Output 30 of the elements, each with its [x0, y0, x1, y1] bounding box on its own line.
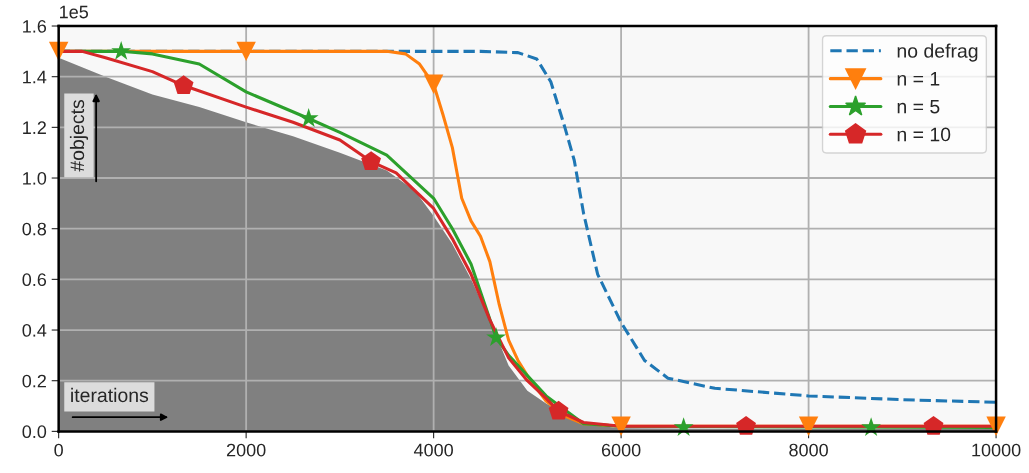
- point: [236, 41, 256, 62]
- point: [423, 74, 444, 95]
- y-tick-label: 1.6: [23, 19, 47, 33]
- point: [548, 400, 569, 420]
- y-tick-label: 0.8: [22, 222, 47, 236]
- y-tick-label: 0.0: [22, 425, 47, 439]
- y-tick-label: 0.4: [22, 323, 47, 337]
- x-tick-label: 10000: [972, 443, 1021, 457]
- y-tick-label: 1.0: [23, 171, 47, 185]
- legend-label: n = 10: [897, 127, 951, 142]
- y-tick-label: 1.2: [23, 121, 46, 134]
- legend-label: n = 5: [897, 99, 940, 114]
- x-tick-label: 4000: [413, 443, 453, 457]
- x-tick-label: 6000: [601, 443, 641, 457]
- point: [361, 151, 381, 170]
- legend-label: n = 1: [897, 72, 940, 86]
- y-tick-label: 1.4: [23, 70, 47, 84]
- legend-label: no defrag: [897, 43, 978, 62]
- y-tick-label: 0.6: [22, 273, 47, 287]
- text: 1e5: [60, 5, 89, 19]
- y-tick-label: 0.2: [22, 374, 46, 388]
- y-axis-title: #objects: [69, 99, 89, 172]
- x-tick-label: 0: [54, 443, 63, 457]
- x-axis-title: iterations: [71, 387, 149, 403]
- point: [298, 108, 319, 127]
- point: [111, 40, 132, 60]
- point: [173, 75, 194, 94]
- x-tick-label: 2000: [226, 443, 266, 457]
- x-tick-label: 8000: [789, 443, 828, 457]
- point: [486, 327, 507, 347]
